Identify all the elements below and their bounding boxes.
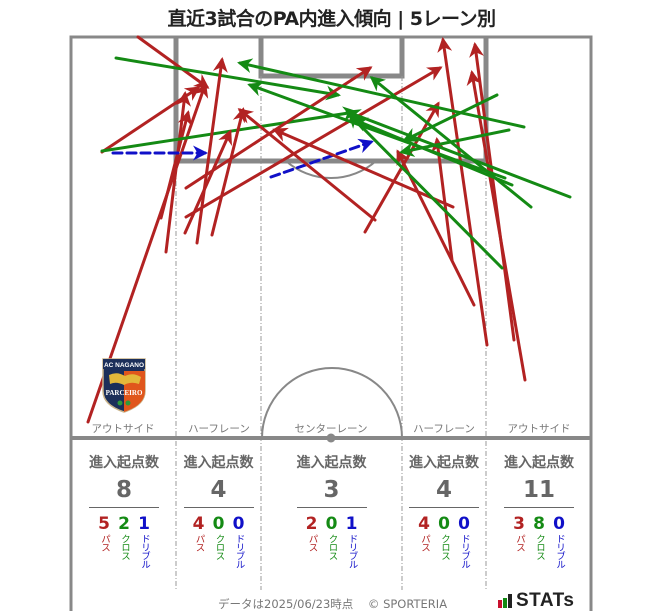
lane-label-left-halfspace: ハーフレーン — [188, 423, 250, 435]
stat-total: 4 — [210, 477, 227, 503]
pass-label: パス — [514, 534, 525, 551]
stat-total: 4 — [435, 477, 452, 503]
cross-arrow — [100, 106, 358, 153]
dribble-arrow — [269, 138, 374, 179]
data-date: データは2025/06/23時点 — [218, 597, 354, 611]
stat-header: 進入起点数 — [183, 455, 254, 471]
lane-stats-center: 進入起点数 3 2 パス 0 クロス 1 ドリブル — [261, 440, 402, 585]
brand-name: STATs — [516, 590, 575, 611]
goal-area — [258, 37, 405, 79]
divider — [409, 507, 479, 508]
pass-count: 2 — [305, 514, 318, 534]
lane-label-center: センターレーン — [295, 423, 368, 435]
cross-arrow — [369, 76, 533, 209]
dribble-label: ドリブル — [233, 534, 245, 568]
dribble-count: 1 — [345, 514, 358, 534]
pass-label: パス — [306, 534, 318, 551]
pass-arrow — [195, 57, 228, 245]
divider — [296, 507, 367, 508]
stat-header: 進入起点数 — [296, 455, 367, 471]
pass-arrow — [159, 110, 193, 220]
cross-count: 0 — [212, 514, 225, 534]
lane-stats-right-halfspace: 進入起点数 4 4 パス 0 クロス 0 ドリブル — [402, 440, 486, 585]
stat-total: 8 — [115, 477, 132, 503]
pass-arrow — [164, 91, 192, 254]
cross-arrow — [345, 109, 572, 199]
dribble-count: 0 — [553, 514, 565, 534]
pass-arrow — [136, 35, 210, 89]
bars-icon — [498, 594, 512, 608]
pass-arrow — [469, 42, 516, 342]
stat-header: 進入起点数 — [89, 455, 159, 471]
penalty-area — [173, 37, 489, 164]
entry-arrows — [86, 35, 572, 424]
penalty-arc — [285, 160, 377, 179]
divider — [183, 507, 254, 508]
crest-text-bottom: PARCEIRO — [106, 389, 143, 397]
lane-label-right-outside: アウトサイド — [508, 423, 571, 435]
pass-count: 4 — [192, 514, 205, 534]
dribble-count: 0 — [458, 514, 470, 534]
dribble-label: ドリブル — [139, 534, 150, 568]
lane-stats-left-outside: 進入起点数 8 5 パス 2 クロス 1 ドリブル — [80, 440, 168, 585]
pass-label: パス — [99, 534, 110, 551]
cross-label: クロス — [213, 534, 225, 560]
cross-label: クロス — [326, 534, 338, 560]
pass-count: 5 — [98, 514, 110, 534]
footer-credit: データは2025/06/23時点 © SPORTERIA — [218, 596, 447, 612]
divider — [89, 507, 159, 508]
team-crest-logo: AC NAGANO PARCEIRO — [102, 358, 146, 413]
pass-count: 3 — [513, 514, 525, 534]
stats-brand-logo: STATs — [498, 590, 574, 612]
divider — [504, 507, 574, 508]
pass-arrow — [237, 108, 377, 222]
dribble-label: ドリブル — [459, 534, 470, 568]
cross-count: 0 — [438, 514, 450, 534]
pass-arrow — [210, 107, 248, 237]
center-circle — [261, 367, 403, 439]
lane-stats-right-outside: 進入起点数 11 3 パス 8 クロス 0 ドリブル — [494, 440, 584, 585]
lane-stats-left-halfspace: 進入起点数 4 4 パス 0 クロス 0 ドリブル — [176, 440, 261, 585]
cross-arrow — [247, 82, 507, 180]
pass-arrow — [437, 37, 489, 347]
pass-arrow — [431, 137, 454, 262]
cross-count: 0 — [325, 514, 338, 534]
lane-label-right-halfspace: ハーフレーン — [413, 423, 475, 435]
pass-arrow — [272, 127, 455, 209]
pass-arrow — [183, 129, 232, 235]
crest-text-top: AC NAGANO — [104, 362, 144, 369]
stat-header: 進入起点数 — [409, 455, 479, 471]
dribble-count: 0 — [232, 514, 245, 534]
pass-label: パス — [419, 534, 430, 551]
cross-arrow — [237, 58, 526, 129]
chart-title: 直近3試合のPA内進入傾向 | 5レーン別 — [167, 8, 496, 30]
cross-arrow — [347, 112, 504, 270]
stat-total: 3 — [323, 477, 340, 503]
cross-arrow — [114, 56, 341, 101]
copyright: © SPORTERIA — [367, 597, 448, 611]
cross-count: 8 — [533, 514, 545, 534]
dribble-count: 1 — [138, 514, 150, 534]
cross-label: クロス — [119, 534, 130, 560]
pass-arrow — [184, 66, 443, 219]
cross-count: 2 — [118, 514, 130, 534]
pass-count: 4 — [418, 514, 430, 534]
dribble-label: ドリブル — [346, 534, 358, 568]
stat-header: 進入起点数 — [504, 455, 574, 471]
lane-dividers — [175, 76, 487, 590]
pitch-outline — [69, 35, 593, 611]
pass-label: パス — [193, 534, 205, 551]
lane-label-left-outside: アウトサイド — [92, 423, 155, 435]
cross-label: クロス — [534, 534, 545, 560]
cross-arrow — [402, 93, 499, 142]
stat-total: 11 — [522, 477, 555, 503]
center-spot — [326, 433, 336, 443]
dribble-label: ドリブル — [554, 534, 565, 568]
cross-label: クロス — [439, 534, 450, 560]
